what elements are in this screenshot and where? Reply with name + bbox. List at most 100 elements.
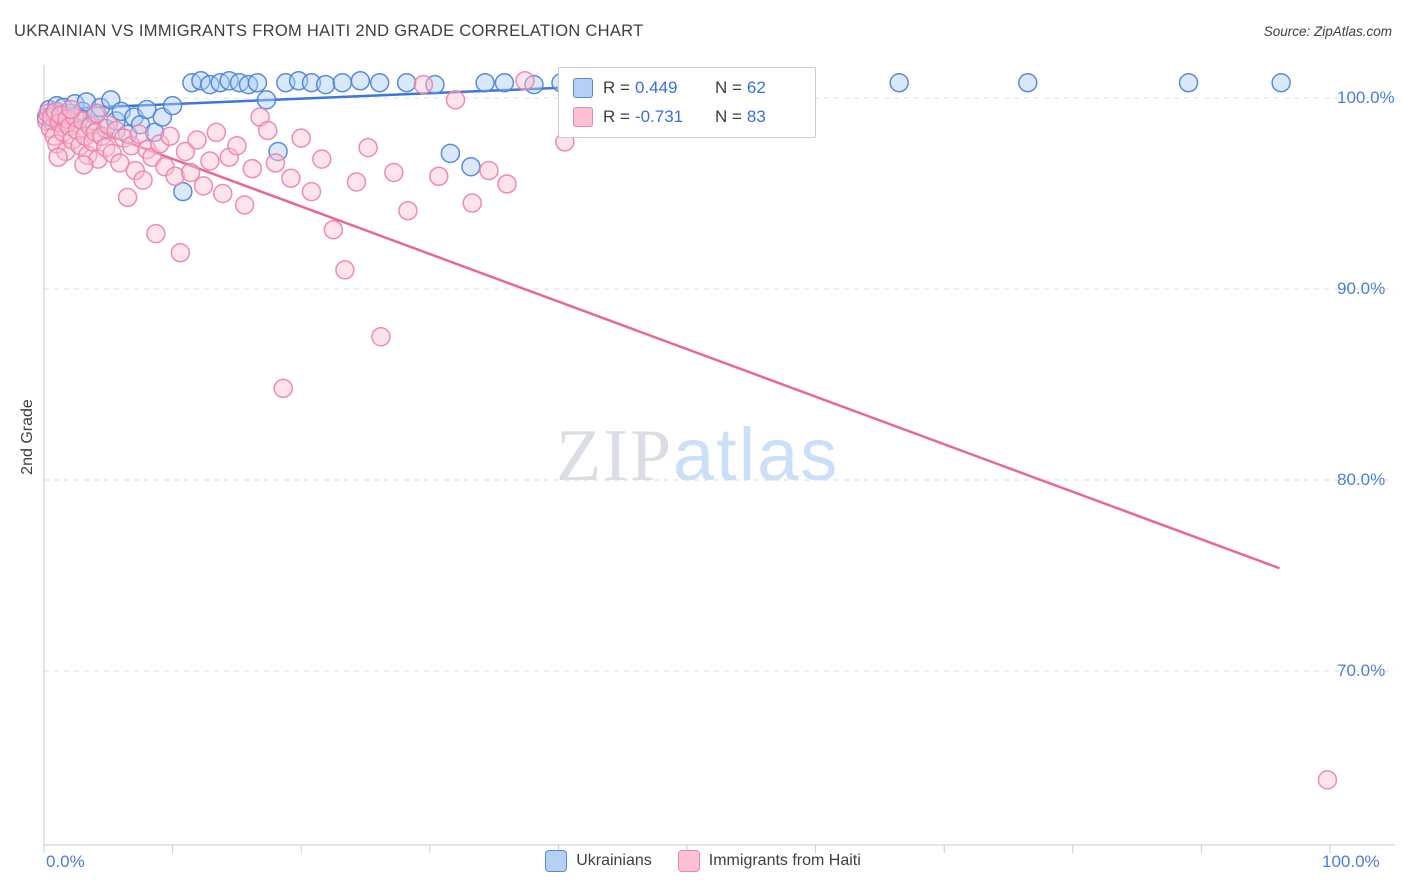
scatter-point-ukrainians xyxy=(461,157,481,177)
scatter-point-haiti xyxy=(384,162,404,183)
scatter-point-haiti xyxy=(74,155,94,175)
scatter-point-haiti xyxy=(121,136,142,156)
scatter-point-haiti xyxy=(149,134,170,154)
scatter-point-haiti xyxy=(291,128,311,148)
scatter-point-ukrainians xyxy=(315,74,336,95)
legend-row-ukrainians: R = 0.449 N = 62 xyxy=(573,78,801,98)
scatter-point-ukrainians xyxy=(268,141,288,162)
scatter-point-ukrainians xyxy=(137,99,157,120)
scatter-point-haiti xyxy=(335,260,355,280)
scatter-point-ukrainians xyxy=(173,181,193,202)
scatter-point-haiti xyxy=(206,122,227,143)
n-label: N = xyxy=(714,107,742,126)
scatter-point-ukrainians xyxy=(396,72,417,93)
series-legend: Ukrainians Immigrants from Haiti xyxy=(0,850,1406,872)
scatter-point-ukrainians xyxy=(301,72,322,93)
scatter-point-ukrainians xyxy=(144,122,165,143)
scatter-point-haiti xyxy=(301,181,322,202)
scatter-point-haiti xyxy=(175,141,196,162)
correlation-legend-box: R = 0.449 N = 62 R = -0.731 N = 83 xyxy=(558,67,816,138)
scatter-point-haiti xyxy=(110,153,130,173)
scatter-point-haiti xyxy=(129,124,149,145)
scatter-point-ukrainians xyxy=(1178,72,1199,93)
scatter-point-haiti xyxy=(193,176,214,196)
scatter-point-haiti xyxy=(312,149,332,169)
scatter-point-haiti xyxy=(281,168,301,188)
scatter-point-haiti xyxy=(515,71,535,91)
x-tick-0: 0.0% xyxy=(46,852,85,871)
scatter-point-haiti xyxy=(165,166,185,187)
watermark-atlas: atlas xyxy=(673,413,840,496)
watermark-zip: ZIP xyxy=(556,415,673,497)
scatter-point-haiti xyxy=(323,220,344,240)
scatter-point-haiti xyxy=(219,147,239,167)
haiti-legend-swatch-icon xyxy=(677,850,700,872)
scatter-point-haiti xyxy=(398,200,418,221)
r-value-haiti: -0.731 xyxy=(634,107,684,126)
scatter-point-haiti xyxy=(86,103,107,124)
haiti-swatch-icon xyxy=(573,107,593,127)
scatter-point-haiti xyxy=(117,187,138,208)
y-tick-80: 80.0% xyxy=(1337,470,1386,489)
series-legend-label: Immigrants from Haiti xyxy=(708,852,861,869)
r-value-ukrainians: 0.449 xyxy=(634,78,678,97)
scatter-point-ukrainians xyxy=(494,72,515,93)
scatter-point-ukrainians xyxy=(475,72,495,93)
scatter-point-haiti xyxy=(358,137,378,158)
scatter-point-haiti xyxy=(180,162,201,183)
scatter-point-haiti xyxy=(258,120,278,141)
scatter-point-haiti xyxy=(346,172,367,192)
series-legend-haiti: Immigrants from Haiti xyxy=(677,850,861,872)
r-label: R = xyxy=(603,78,630,97)
source-attribution: Source: ZipAtlas.com xyxy=(1263,24,1392,39)
legend-row-haiti: R = -0.731 N = 83 xyxy=(573,107,801,127)
scatter-point-ukrainians xyxy=(440,143,461,164)
scatter-point-haiti xyxy=(371,327,391,347)
scatter-point-haiti xyxy=(273,378,293,399)
scatter-point-haiti xyxy=(170,242,191,263)
scatter-point-haiti xyxy=(200,151,220,171)
y-tick-70: 70.0% xyxy=(1337,661,1386,680)
trend-line-haiti xyxy=(42,110,1280,570)
scatter-point-haiti xyxy=(479,160,499,181)
r-label: R = xyxy=(603,107,630,126)
scatter-point-ukrainians xyxy=(350,71,371,91)
series-legend-ukrainians: Ukrainians xyxy=(545,850,652,872)
scatter-point-haiti xyxy=(234,195,255,215)
scatter-point-haiti xyxy=(462,193,482,213)
scatter-point-haiti xyxy=(48,147,68,167)
scatter-point-haiti xyxy=(146,223,166,244)
scatter-point-ukrainians xyxy=(247,72,268,93)
n-value-ukrainians: 62 xyxy=(746,78,766,97)
n-label: N = xyxy=(714,78,742,97)
scatter-point-haiti xyxy=(497,174,517,194)
scatter-point-haiti xyxy=(61,99,81,120)
scatter-point-haiti xyxy=(187,130,207,150)
scatter-point-ukrainians xyxy=(889,72,909,93)
scatter-point-haiti xyxy=(265,153,286,173)
scatter-point-ukrainians xyxy=(256,90,277,110)
scatter-point-haiti xyxy=(227,136,247,156)
ukrainians-legend-swatch-icon xyxy=(545,850,568,872)
scatter-point-haiti xyxy=(445,90,466,110)
scatter-point-haiti xyxy=(113,128,134,148)
scatter-point-haiti xyxy=(413,74,434,95)
scatter-point-haiti xyxy=(242,158,263,179)
scatter-point-haiti xyxy=(133,170,153,190)
scatter-point-haiti xyxy=(160,126,180,146)
ukrainians-swatch-icon xyxy=(573,78,593,98)
series-legend-label: Ukrainians xyxy=(576,852,652,869)
scatter-point-ukrainians xyxy=(369,72,390,93)
y-tick-100: 100.0% xyxy=(1337,88,1395,107)
scatter-point-ukrainians xyxy=(1018,72,1038,93)
n-value-haiti: 83 xyxy=(746,107,766,126)
scatter-point-ukrainians xyxy=(1271,72,1291,93)
zipatlas-watermark: ZIPatlas xyxy=(556,412,839,499)
x-tick-100: 100.0% xyxy=(1322,852,1380,871)
scatter-point-haiti xyxy=(106,120,126,141)
scatter-point-ukrainians xyxy=(332,72,353,93)
scatter-point-haiti xyxy=(429,166,449,187)
scatter-point-haiti xyxy=(1317,770,1338,790)
